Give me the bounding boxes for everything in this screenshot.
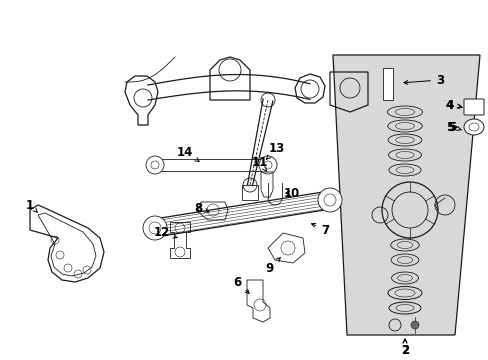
Text: 12: 12 xyxy=(154,225,177,239)
Ellipse shape xyxy=(463,119,483,135)
Text: 3: 3 xyxy=(403,73,443,86)
Bar xyxy=(382,68,392,100)
Text: 7: 7 xyxy=(311,224,328,237)
Text: 13: 13 xyxy=(266,141,285,159)
Text: 10: 10 xyxy=(284,186,300,199)
Circle shape xyxy=(317,188,341,212)
Text: 6: 6 xyxy=(232,275,249,293)
Text: 1: 1 xyxy=(26,198,37,212)
Circle shape xyxy=(410,321,418,329)
Text: 5: 5 xyxy=(447,121,461,134)
Circle shape xyxy=(142,216,167,240)
Circle shape xyxy=(259,156,276,174)
Text: 9: 9 xyxy=(265,258,280,274)
Text: 14: 14 xyxy=(177,145,199,161)
Text: 5: 5 xyxy=(445,121,456,134)
Circle shape xyxy=(146,156,163,174)
Text: 4: 4 xyxy=(445,99,460,112)
Polygon shape xyxy=(332,55,479,335)
Text: 11: 11 xyxy=(251,156,267,171)
Text: 2: 2 xyxy=(400,339,408,356)
Text: 8: 8 xyxy=(193,202,208,215)
Text: 2: 2 xyxy=(400,339,408,356)
Text: 4: 4 xyxy=(445,99,461,112)
FancyBboxPatch shape xyxy=(463,99,483,115)
